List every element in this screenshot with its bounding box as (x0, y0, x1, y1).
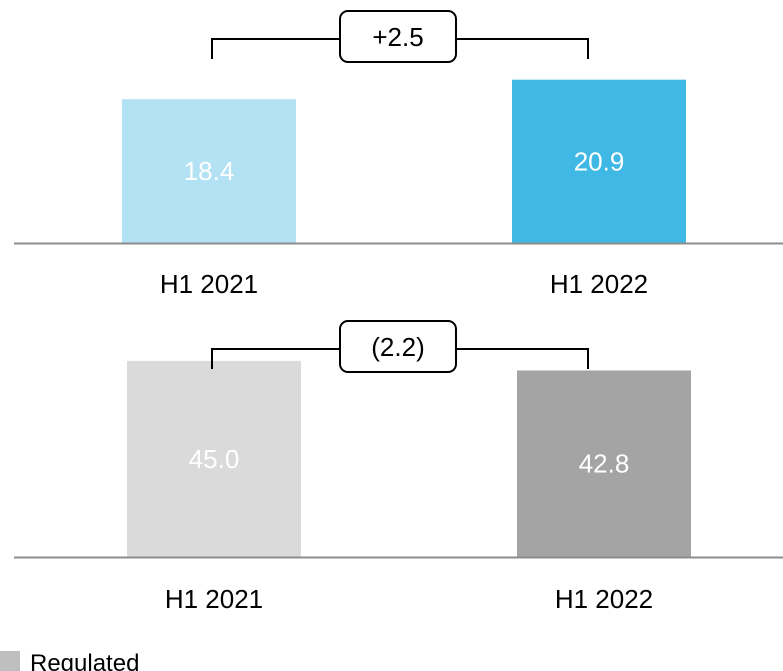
difference-bracket-2 (211, 348, 589, 369)
difference-label-1: +2.5 (372, 22, 423, 52)
category-label-1-1: H1 2021 (160, 269, 258, 299)
bar-1-2 (512, 79, 686, 243)
legend-label-regulated: Regulated (30, 650, 139, 671)
difference-label-2: (2.2) (371, 332, 424, 362)
bar-2-2 (517, 370, 691, 557)
bar-2-1 (127, 360, 301, 557)
chart-panel-1: 18.4 H1 2021 20.9 H1 2022 +2.5 (14, 10, 783, 299)
category-label-1-2: H1 2022 (550, 269, 648, 299)
category-label-2-1: H1 2021 (165, 584, 263, 614)
difference-box-1 (339, 10, 457, 63)
difference-box-2 (339, 320, 457, 373)
difference-bracket-1 (211, 38, 589, 59)
legend-swatch-regulated (0, 651, 20, 671)
category-label-2-2: H1 2022 (555, 584, 653, 614)
value-label-1-1: 18.4 (184, 156, 235, 186)
bar-1-1 (122, 99, 296, 243)
value-label-1-2: 20.9 (574, 146, 625, 176)
chart-panel-2: 45.0 H1 2021 42.8 H1 2022 (2.2) (14, 320, 783, 614)
value-label-2-2: 42.8 (579, 449, 630, 479)
value-label-2-1: 45.0 (189, 444, 240, 474)
